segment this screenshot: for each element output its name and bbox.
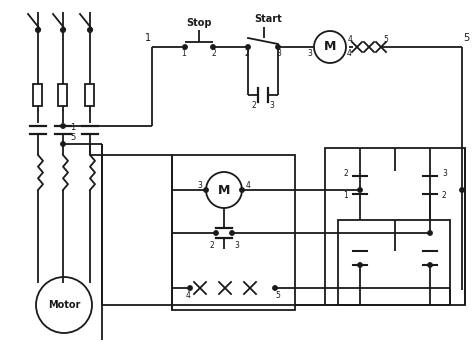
Circle shape [188, 286, 192, 290]
Circle shape [88, 28, 92, 32]
Circle shape [204, 188, 208, 192]
Text: M: M [324, 41, 336, 54]
Text: 5: 5 [275, 292, 281, 300]
Text: 2: 2 [211, 49, 216, 59]
Circle shape [230, 231, 234, 235]
Bar [85, 84, 94, 106]
Text: Motor: Motor [48, 300, 80, 310]
Circle shape [61, 124, 65, 128]
Bar [325, 148, 465, 305]
Text: 3: 3 [308, 49, 312, 59]
Text: 3: 3 [442, 169, 447, 179]
Circle shape [460, 188, 464, 192]
Text: 2: 2 [442, 191, 447, 201]
Circle shape [61, 142, 65, 146]
Circle shape [183, 45, 187, 49]
Text: 2: 2 [252, 101, 256, 109]
Text: 3: 3 [276, 49, 282, 59]
Circle shape [36, 28, 40, 32]
Circle shape [61, 28, 65, 32]
Text: 2: 2 [209, 240, 214, 250]
Bar [338, 220, 450, 305]
Text: 1: 1 [182, 49, 186, 59]
Circle shape [273, 286, 277, 290]
Circle shape [211, 45, 215, 49]
Text: 2: 2 [245, 49, 249, 59]
Circle shape [358, 263, 362, 267]
Text: 4: 4 [185, 292, 191, 300]
Circle shape [358, 188, 362, 192]
Bar [58, 84, 67, 106]
Text: Start: Start [254, 14, 282, 24]
Bar [172, 155, 295, 310]
Text: 1: 1 [70, 122, 75, 132]
Text: 3: 3 [197, 181, 202, 191]
Text: 3: 3 [234, 240, 239, 250]
Circle shape [246, 45, 250, 49]
Text: 5: 5 [383, 35, 388, 43]
Text: 4: 4 [347, 35, 353, 43]
Circle shape [214, 231, 218, 235]
Circle shape [240, 188, 244, 192]
Text: 5: 5 [463, 33, 469, 43]
Text: 4: 4 [246, 181, 251, 191]
Circle shape [428, 263, 432, 267]
Text: 1: 1 [145, 33, 151, 43]
Text: 3: 3 [270, 101, 274, 109]
Bar [34, 84, 43, 106]
Circle shape [276, 45, 280, 49]
Text: Stop: Stop [186, 18, 212, 28]
Text: 1: 1 [343, 191, 348, 201]
Text: 2: 2 [343, 169, 348, 179]
Circle shape [428, 231, 432, 235]
Text: M: M [218, 184, 230, 197]
Text: 5: 5 [70, 133, 75, 143]
Text: 4: 4 [346, 49, 351, 59]
